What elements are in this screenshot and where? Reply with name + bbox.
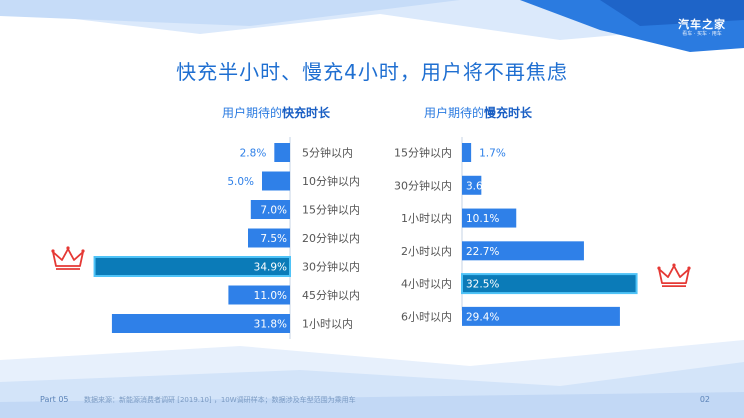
right-value-label-2: 10.1%: [466, 213, 499, 225]
right-bar-5: [462, 306, 620, 326]
left-category-label-6: 1小时以内: [302, 317, 353, 331]
left-value-label-6: 31.8%: [254, 319, 287, 331]
left-value-label-2: 7.0%: [260, 205, 287, 217]
crown-icon: [657, 263, 691, 288]
right-value-label-5: 29.4%: [466, 311, 499, 323]
brand-logo: 汽车之家 看车 · 买车 · 用车: [674, 18, 730, 42]
right-chart-title-highlight: 慢充时长: [484, 106, 533, 120]
right-category-label-5: 6小时以内: [401, 309, 452, 323]
right-value-label-4: 32.5%: [466, 279, 499, 291]
right-category-label-0: 15分钟以内: [394, 146, 452, 160]
footer-part: Part 05: [40, 395, 69, 404]
crown-icon: [51, 246, 85, 270]
brand-logo-tagline: 看车 · 买车 · 用车: [682, 31, 722, 37]
left-value-label-5: 11.0%: [254, 290, 287, 302]
left-category-label-3: 20分钟以内: [302, 231, 360, 245]
left-value-label-0: 2.8%: [240, 148, 267, 160]
right-category-label-3: 2小时以内: [401, 244, 452, 258]
left-bar-6: [111, 314, 290, 333]
page-number: 02: [699, 395, 710, 404]
right-chart-title: 用户期待的慢充时长: [424, 104, 532, 121]
right-category-label-2: 1小时以内: [401, 211, 452, 225]
left-value-label-3: 7.5%: [260, 233, 287, 245]
right-bar-3: [462, 241, 584, 261]
left-category-label-0: 5分钟以内: [302, 146, 353, 160]
right-category-label-4: 4小时以内: [401, 277, 452, 291]
left-chart-title-prefix: 用户期待的: [222, 106, 283, 120]
left-bar-2: [250, 200, 290, 219]
page-title: 快充半小时、慢充4小时，用户将不再焦虑: [176, 60, 568, 84]
left-value-label-1: 5.0%: [227, 176, 254, 188]
right-value-label-0: 1.7%: [479, 148, 506, 160]
left-category-label-1: 10分钟以内: [302, 174, 360, 188]
left-bar-0: [274, 143, 290, 162]
right-bar-4: [461, 273, 638, 295]
left-chart-title: 用户期待的快充时长: [222, 104, 330, 121]
right-category-label-1: 30分钟以内: [394, 178, 452, 192]
right-bar-0: [462, 143, 472, 162]
left-bar-1: [262, 171, 290, 191]
right-bar-1: [462, 175, 482, 195]
left-chart-title-highlight: 快充时长: [282, 106, 331, 120]
left-bar-4: [93, 256, 291, 277]
left-value-label-4: 34.9%: [254, 262, 287, 274]
left-category-label-5: 45分钟以内: [302, 288, 360, 302]
right-chart-title-prefix: 用户期待的: [424, 106, 485, 120]
left-bar-5: [228, 285, 290, 305]
footer-source: 数据来源：新能源消费者调研 [2019.10] ，10W调研样本；数据涉及车型范…: [84, 396, 356, 404]
left-bar-3: [248, 228, 290, 248]
right-bar-2: [462, 208, 517, 228]
right-value-label-3: 22.7%: [466, 246, 499, 258]
left-category-label-2: 15分钟以内: [302, 203, 360, 217]
left-category-label-4: 30分钟以内: [302, 260, 360, 274]
right-value-label-1: 3.6%: [466, 180, 493, 192]
brand-logo-name: 汽车之家: [678, 18, 726, 31]
